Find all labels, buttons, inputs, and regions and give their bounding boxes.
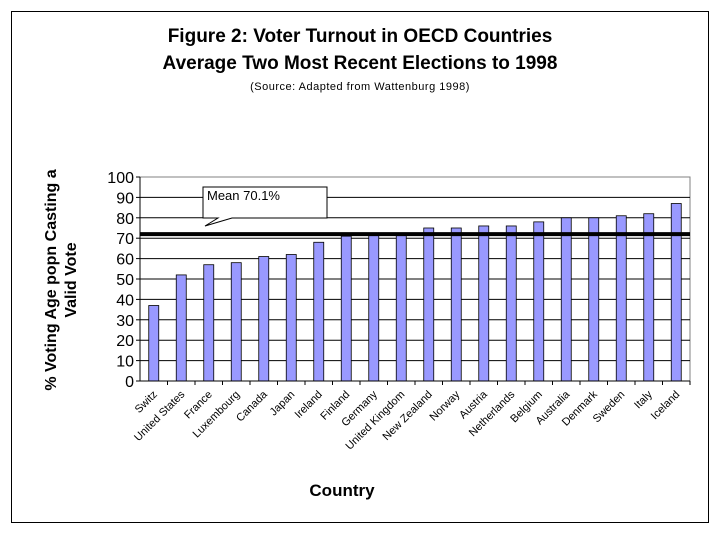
figure-frame	[11, 11, 709, 523]
y-tick-label: 60	[116, 252, 134, 269]
y-tick-label: 0	[125, 374, 134, 391]
bar	[505, 225, 517, 382]
figure-subtitle: Average Two Most Recent Elections to 199…	[162, 53, 558, 74]
y-axis-label-line1: % Voting Age popn Casting a	[43, 169, 60, 390]
bar	[313, 241, 325, 382]
bar	[423, 227, 435, 382]
bar	[615, 215, 627, 382]
bar	[588, 217, 600, 382]
bar	[478, 225, 490, 382]
bar	[230, 262, 242, 382]
x-tick-label: Iceland	[649, 389, 683, 423]
x-tick-label: Norway	[428, 388, 463, 423]
x-tick-label: Canada	[234, 388, 270, 424]
y-tick-label: 20	[116, 333, 134, 350]
mean-label: Mean 70.1%	[207, 188, 280, 203]
bar	[368, 233, 380, 382]
bar	[340, 235, 352, 382]
y-tick-label: 30	[116, 313, 134, 330]
bar	[203, 264, 215, 382]
y-tick-label: 90	[116, 190, 134, 207]
y-tick-label: 50	[116, 272, 134, 289]
bar	[533, 221, 545, 382]
y-tick-label: 70	[116, 231, 134, 248]
figure-title: Figure 2: Voter Turnout in OECD Countrie…	[167, 26, 553, 47]
bar	[643, 213, 655, 382]
mean-callout-box	[202, 186, 328, 227]
bar	[450, 227, 462, 382]
bar	[285, 254, 297, 382]
bar	[395, 233, 407, 382]
y-axis-label-line2: Valid Vote	[63, 242, 80, 317]
figure-source: (Source: Adapted from Wattenburg 1998)	[250, 81, 470, 93]
bar	[258, 256, 270, 382]
y-tick-label: 10	[116, 354, 134, 371]
bar	[175, 274, 187, 382]
x-tick-label: New Zealand	[381, 389, 435, 443]
y-tick-label: 40	[116, 292, 134, 309]
y-tick-label: 100	[107, 170, 134, 187]
bar	[560, 217, 572, 382]
x-axis-label: Country	[309, 481, 375, 500]
mean-callout: Mean 70.1%	[202, 186, 328, 227]
x-tick-label: Italy	[632, 388, 655, 411]
y-tick-label: 80	[116, 211, 134, 228]
bar	[148, 305, 160, 382]
bar	[670, 203, 682, 382]
